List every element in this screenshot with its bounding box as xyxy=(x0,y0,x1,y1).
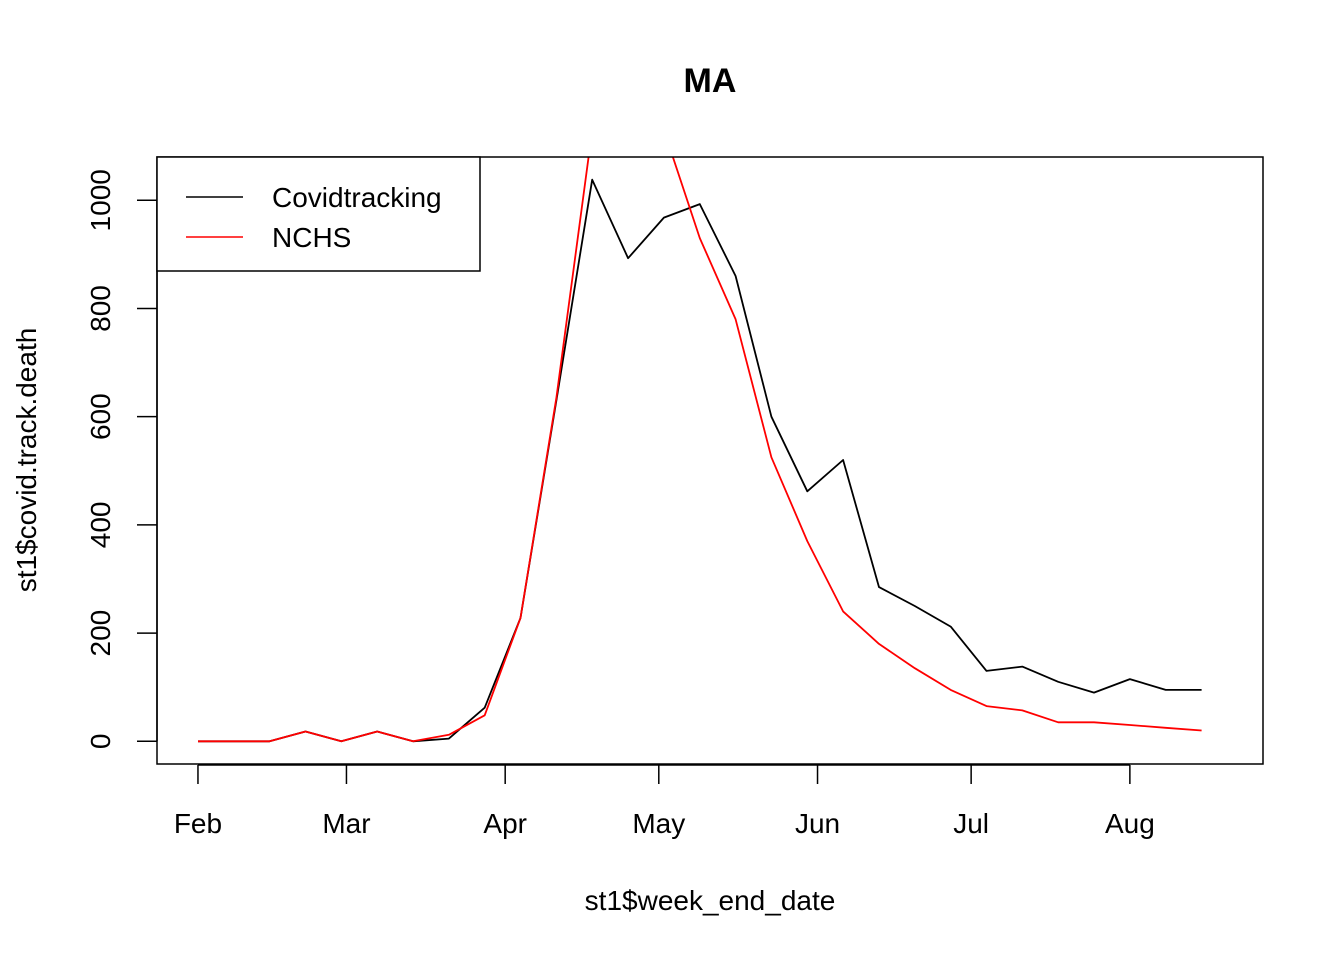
legend-box xyxy=(156,156,481,272)
legend-label-nchs: NCHS xyxy=(272,222,351,253)
y-tick-label: 0 xyxy=(85,734,116,750)
legend-label-covidtracking: Covidtracking xyxy=(272,182,442,213)
x-tick-label: Aug xyxy=(1105,808,1155,839)
x-tick-label: Apr xyxy=(483,808,527,839)
legend: Covidtracking NCHS xyxy=(156,156,481,272)
y-tick-label: 200 xyxy=(85,610,116,657)
y-tick-label: 600 xyxy=(85,393,116,440)
chart-title: MA xyxy=(684,62,737,100)
x-tick-label: May xyxy=(632,808,685,839)
x-tick-label: Mar xyxy=(322,808,370,839)
x-tick-label: Jul xyxy=(953,808,989,839)
series-layer xyxy=(198,157,1202,743)
y-axis: 0 200 400 600 800 1000 xyxy=(85,169,158,750)
y-tick-label: 400 xyxy=(85,502,116,549)
x-axis: Feb Mar Apr May Jun Jul Aug xyxy=(174,764,1155,839)
series-line-nchs xyxy=(198,157,1202,743)
y-tick-label: 800 xyxy=(85,285,116,332)
x-tick-label: Feb xyxy=(174,808,222,839)
y-axis-label: st1$covid.track.death xyxy=(11,328,42,593)
y-tick-label: 1000 xyxy=(85,169,116,231)
x-axis-label: st1$week_end_date xyxy=(585,885,836,916)
x-tick-label: Jun xyxy=(795,808,840,839)
